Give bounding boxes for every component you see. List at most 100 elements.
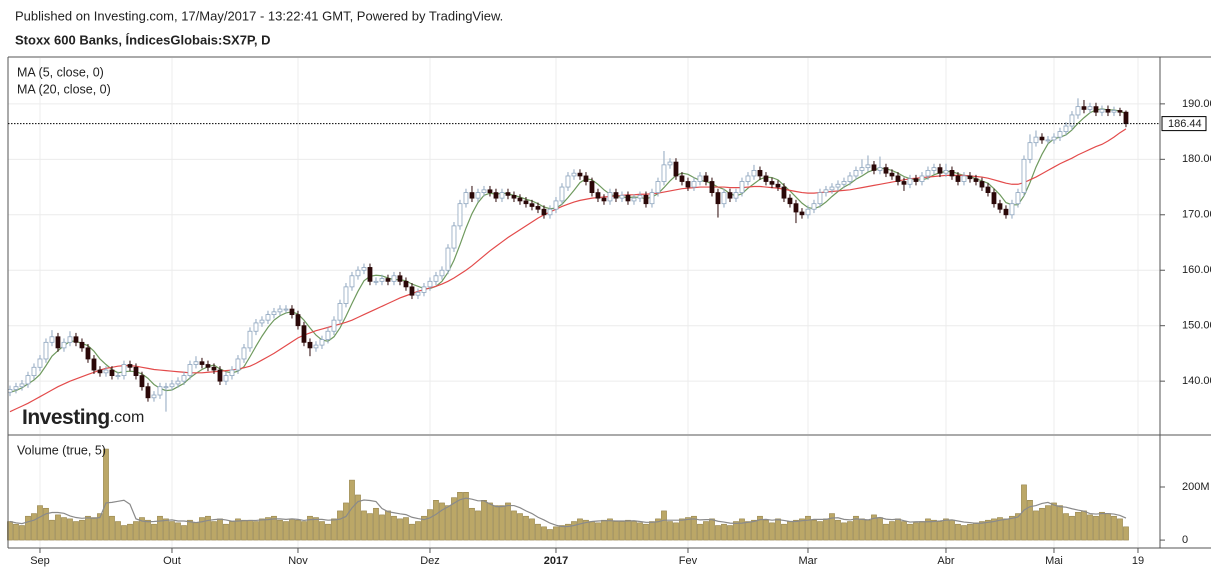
candle-body [355, 269, 361, 277]
candle-body [589, 181, 595, 193]
candle-body [823, 189, 829, 193]
volume-bar [85, 515, 91, 541]
candle-body [241, 347, 247, 360]
indicator-line [9, 108, 1127, 393]
volume-bar [433, 500, 439, 541]
candle-body [967, 175, 973, 180]
candle-body [457, 203, 463, 227]
candle-body [883, 167, 889, 174]
volume-bar [697, 523, 703, 541]
candle-body [811, 203, 817, 210]
volume-bar [805, 515, 811, 541]
volume-bar [1069, 515, 1075, 541]
volume-bar [775, 518, 781, 541]
legend-ma5: MA (5, close, 0) [17, 65, 104, 79]
volume-bar [865, 519, 871, 541]
candle-body [901, 181, 907, 185]
candle-body [685, 181, 691, 188]
x-tick-label: 19 [1132, 555, 1144, 567]
volume-bar [1051, 502, 1057, 541]
candle-body [1051, 136, 1057, 141]
candle-body [949, 170, 955, 177]
volume-bar [943, 518, 949, 541]
volume-bar [481, 500, 487, 541]
candle-body [37, 358, 43, 368]
candle-body [73, 336, 79, 343]
candle-body [1093, 106, 1099, 113]
candle-body [529, 203, 535, 207]
volume-bar [757, 515, 763, 541]
volume-bar [1111, 515, 1117, 541]
candle-body [19, 383, 25, 388]
volume-bar [247, 519, 253, 541]
volume-bar [259, 518, 265, 541]
candle-body [643, 194, 649, 205]
volume-bar [1039, 507, 1045, 541]
candle-body [733, 192, 739, 199]
volume-bar [1099, 511, 1105, 541]
volume-bar [895, 518, 901, 541]
volume-bar [1003, 518, 1009, 541]
candle-body [379, 278, 385, 282]
candle-body [7, 389, 13, 393]
volume-bar [727, 525, 733, 541]
volume-bar [1063, 513, 1069, 541]
volume-bar [103, 448, 109, 541]
volume-bar [511, 510, 517, 541]
volume-bar [25, 515, 31, 541]
volume-bar [589, 521, 595, 541]
candle-body [793, 203, 799, 213]
volume-bar [241, 519, 247, 541]
candle-body [295, 314, 301, 327]
volume-bar [505, 502, 511, 541]
candle-body [835, 183, 841, 188]
x-tick-label: Fev [679, 555, 698, 567]
volume-bar [457, 492, 463, 541]
volume-bar [979, 521, 985, 541]
volume-bar [157, 515, 163, 541]
candle-body [253, 322, 259, 332]
volume-bar [631, 521, 637, 541]
candle-body [853, 170, 859, 177]
volume-bar [517, 513, 523, 541]
candle-body [397, 275, 403, 282]
candle-body [427, 280, 433, 288]
volume-bar [1075, 511, 1081, 541]
volume-bar [637, 522, 643, 541]
candle-body [445, 247, 451, 271]
candle-body [97, 369, 103, 374]
volume-bar [1045, 505, 1051, 541]
volume-bar [925, 518, 931, 541]
volume-bar [205, 515, 211, 541]
volume-bar [745, 521, 751, 541]
logo: Investing.com [22, 406, 144, 429]
candle-body [139, 375, 145, 388]
volume-bar [583, 519, 589, 541]
candle-body [103, 369, 109, 374]
candle-body [67, 336, 73, 343]
volume-bar [523, 515, 529, 541]
candle-body [631, 197, 637, 202]
volume-bar [97, 513, 103, 541]
candle-body [763, 175, 769, 182]
candle-body [607, 192, 613, 202]
candle-body [841, 181, 847, 185]
candle-body [265, 314, 271, 321]
candle-body [757, 170, 763, 177]
candle-body [649, 192, 655, 205]
candle-body [973, 178, 979, 182]
volume-bar [619, 521, 625, 541]
candle-body [211, 366, 217, 371]
volume-bar [373, 507, 379, 541]
volume-bar [31, 513, 37, 541]
y-tick-label: 180.00 [1182, 153, 1211, 165]
logo-suffix: .com [110, 409, 145, 426]
volume-bar [919, 521, 925, 541]
candle-body [541, 208, 547, 216]
volume-bar [421, 515, 427, 541]
volume-bar [487, 502, 493, 541]
candle-body [121, 364, 127, 377]
volume-bar [475, 510, 481, 541]
volume-bar [49, 519, 55, 541]
candle-body [463, 192, 469, 205]
